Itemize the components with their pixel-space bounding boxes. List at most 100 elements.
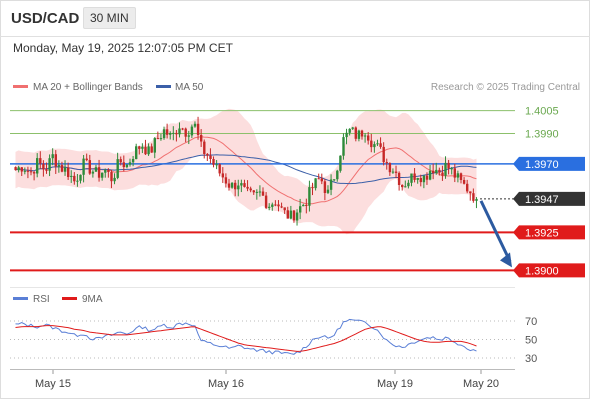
candle xyxy=(323,178,327,201)
candle-body xyxy=(311,187,314,189)
candle-body xyxy=(57,165,61,167)
candle-body xyxy=(385,162,388,164)
candle-body xyxy=(314,178,317,189)
candle xyxy=(175,130,178,142)
candle xyxy=(82,155,85,183)
candle xyxy=(453,163,456,183)
ma50-legend-label: MA 50 xyxy=(175,82,204,93)
candle xyxy=(181,127,184,131)
candle-body xyxy=(280,206,283,208)
candle-body xyxy=(101,172,104,178)
candle-body xyxy=(147,146,150,155)
candle xyxy=(363,133,367,143)
candle xyxy=(79,174,82,184)
candle xyxy=(184,127,187,143)
candle-body xyxy=(462,180,466,184)
candle xyxy=(17,165,20,173)
candle-body xyxy=(141,146,144,149)
candle-body xyxy=(354,127,357,139)
candle xyxy=(462,177,466,185)
candle xyxy=(354,126,357,142)
candle-body xyxy=(255,191,259,193)
price-levels xyxy=(10,110,515,272)
timeframe-button[interactable]: 30 MIN xyxy=(83,7,136,29)
candle xyxy=(234,179,237,197)
candle xyxy=(261,187,265,196)
candle-body xyxy=(45,169,48,171)
candle-body xyxy=(227,183,231,188)
candle xyxy=(268,203,271,211)
candle xyxy=(131,155,135,167)
candle-body xyxy=(234,182,237,190)
candle-body xyxy=(196,123,200,135)
candle-body xyxy=(190,126,194,136)
ma20-legend-swatch xyxy=(13,85,28,88)
candle xyxy=(240,179,243,193)
candle-body xyxy=(79,174,82,181)
candle-body xyxy=(60,165,64,172)
candle-body xyxy=(469,191,472,194)
candle xyxy=(397,171,401,191)
candle-body xyxy=(48,158,51,171)
x-tick-label: May 15 xyxy=(35,378,71,390)
candle-body xyxy=(156,138,160,140)
candle-body xyxy=(215,164,218,166)
candle-body xyxy=(295,212,299,221)
candle xyxy=(388,162,392,176)
ma20-legend-label: MA 20 + Bollinger Bands xyxy=(33,82,143,93)
candle-body xyxy=(376,143,379,145)
candle xyxy=(23,167,27,175)
candle-body xyxy=(138,146,141,149)
candle-body xyxy=(237,185,240,190)
candle-body xyxy=(336,170,339,180)
candle xyxy=(404,180,407,188)
candle-body xyxy=(91,171,95,174)
candle xyxy=(227,178,231,191)
candle-body xyxy=(67,167,70,177)
candle xyxy=(128,158,132,167)
candle xyxy=(428,165,432,181)
candle-body xyxy=(394,171,398,173)
candle xyxy=(172,126,175,141)
candle-body xyxy=(88,160,91,174)
candle xyxy=(441,165,444,181)
candle xyxy=(407,179,410,189)
candle xyxy=(280,202,283,209)
candle-body xyxy=(206,154,209,156)
candle-body xyxy=(36,158,39,174)
candle xyxy=(48,154,51,177)
candle-body xyxy=(23,170,27,172)
x-tick-label: May 16 xyxy=(208,378,244,390)
candle-body xyxy=(104,169,107,173)
candle xyxy=(42,160,45,177)
candle xyxy=(203,139,206,159)
candle-body xyxy=(339,155,342,171)
candle-body xyxy=(116,159,119,178)
candle-body xyxy=(305,205,308,206)
candle xyxy=(295,209,299,226)
candle-body xyxy=(292,210,296,221)
candle xyxy=(221,167,224,183)
level-tag-1-3900 xyxy=(513,263,585,278)
candle-body xyxy=(193,123,197,127)
rsi-tick-50: 50 xyxy=(525,335,537,347)
candle-body xyxy=(401,185,404,188)
candle-body xyxy=(317,178,320,180)
arrow-shaft xyxy=(479,200,512,263)
candle xyxy=(246,180,249,192)
candle-body xyxy=(302,205,305,207)
candle-body xyxy=(363,135,367,137)
candle xyxy=(138,145,141,155)
candle-body xyxy=(283,207,286,211)
candle-body xyxy=(329,179,333,190)
candle xyxy=(144,139,147,156)
candle xyxy=(224,173,228,188)
credit-text: Research © 2025 Trading Central xyxy=(431,82,580,93)
candle xyxy=(94,164,98,172)
candle xyxy=(165,123,169,139)
candle xyxy=(302,203,305,207)
candle-body xyxy=(475,198,478,201)
candle-body xyxy=(54,154,57,167)
candle-body xyxy=(119,159,122,163)
